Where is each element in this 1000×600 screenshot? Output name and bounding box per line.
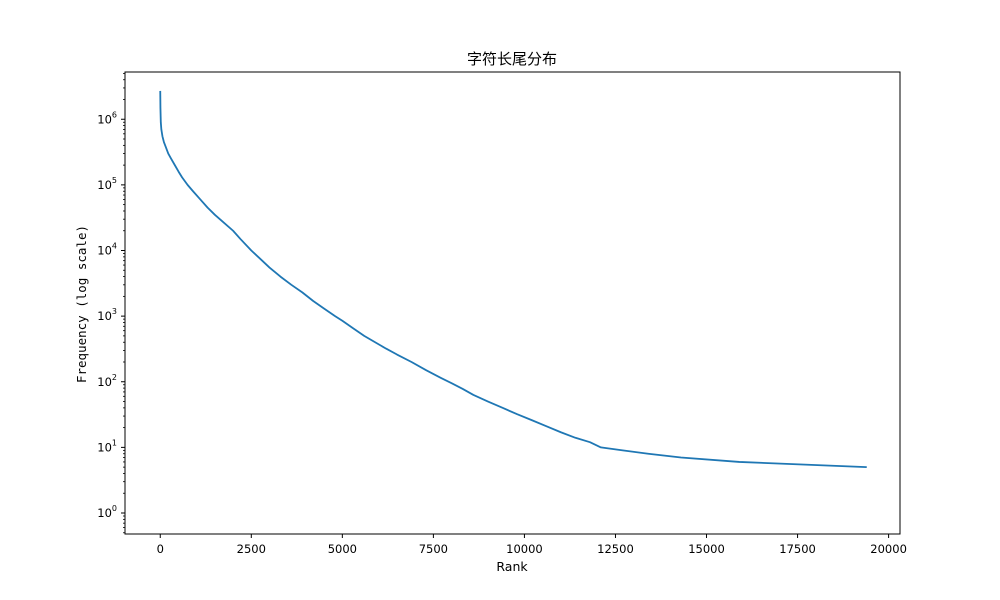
x-tick-label: 17500: [779, 542, 816, 556]
x-tick-label: 20000: [870, 542, 907, 556]
x-tick-label: 5000: [328, 542, 357, 556]
x-tick-label: 10000: [506, 542, 543, 556]
y-tick-label: 105: [97, 176, 117, 192]
chart-title: 字符长尾分布: [467, 50, 557, 68]
y-axis-label: Frequency (log scale): [74, 225, 89, 383]
x-tick-label: 12500: [597, 542, 634, 556]
y-tick-label: 101: [97, 438, 117, 454]
x-tick-label: 0: [157, 542, 164, 556]
x-tick-label: 2500: [237, 542, 266, 556]
y-tick-label: 102: [97, 373, 117, 389]
x-tick-label: 15000: [688, 542, 725, 556]
y-tick-label: 104: [97, 242, 117, 258]
series-line: [159, 90, 867, 469]
y-tick-label: 106: [97, 110, 117, 126]
x-tick-label: 7500: [419, 542, 448, 556]
plot-frame: [124, 71, 901, 535]
y-tick-label: 103: [97, 307, 117, 323]
y-tick-label: 100: [97, 504, 117, 520]
x-axis-label: Rank: [496, 559, 528, 574]
